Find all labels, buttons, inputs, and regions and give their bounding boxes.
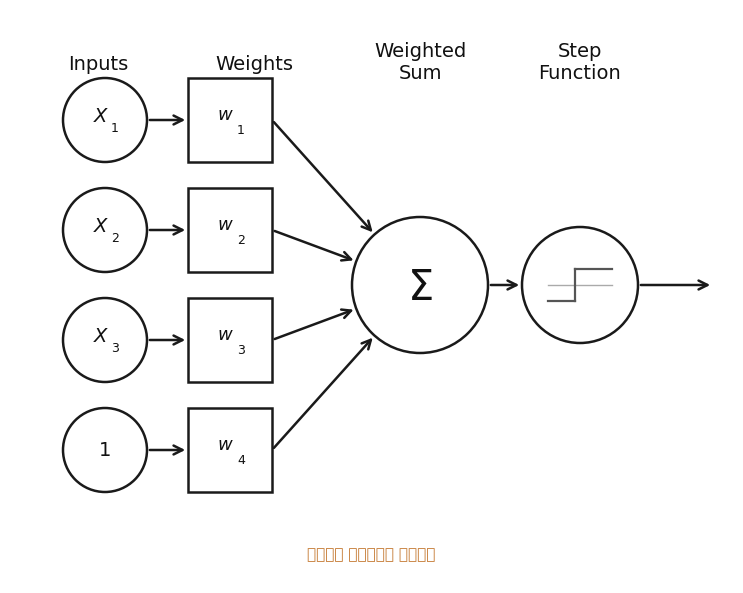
Text: 1: 1 [99,441,111,460]
Text: Weighted
Sum: Weighted Sum [374,42,466,83]
Text: 1: 1 [237,123,245,136]
Text: w: w [218,216,233,234]
Text: 3: 3 [111,343,119,355]
Circle shape [352,217,488,353]
Text: 2: 2 [111,232,119,246]
Bar [188,188,272,272]
Text: X: X [94,107,108,126]
Text: w: w [218,326,233,344]
Text: 4: 4 [237,454,245,467]
Text: 2: 2 [237,234,245,247]
Text: w: w [218,106,233,124]
Text: Inputs: Inputs [68,55,129,74]
Text: X: X [94,216,108,235]
Text: w: w [218,436,233,454]
Text: 1: 1 [111,123,119,135]
Bar [188,78,272,162]
Text: 3: 3 [237,343,245,356]
Text: Step
Function: Step Function [539,42,621,83]
Text: Weights: Weights [215,55,293,74]
Circle shape [63,408,147,492]
Text: X: X [94,327,108,346]
Circle shape [522,227,638,343]
Text: 퍼셉트론 네트워크의 아키텍처: 퍼셉트론 네트워크의 아키텍처 [307,547,435,563]
Text: $\Sigma$: $\Sigma$ [407,267,433,309]
Circle shape [63,78,147,162]
Bar [188,408,272,492]
Circle shape [63,188,147,272]
Bar [188,298,272,382]
Circle shape [63,298,147,382]
